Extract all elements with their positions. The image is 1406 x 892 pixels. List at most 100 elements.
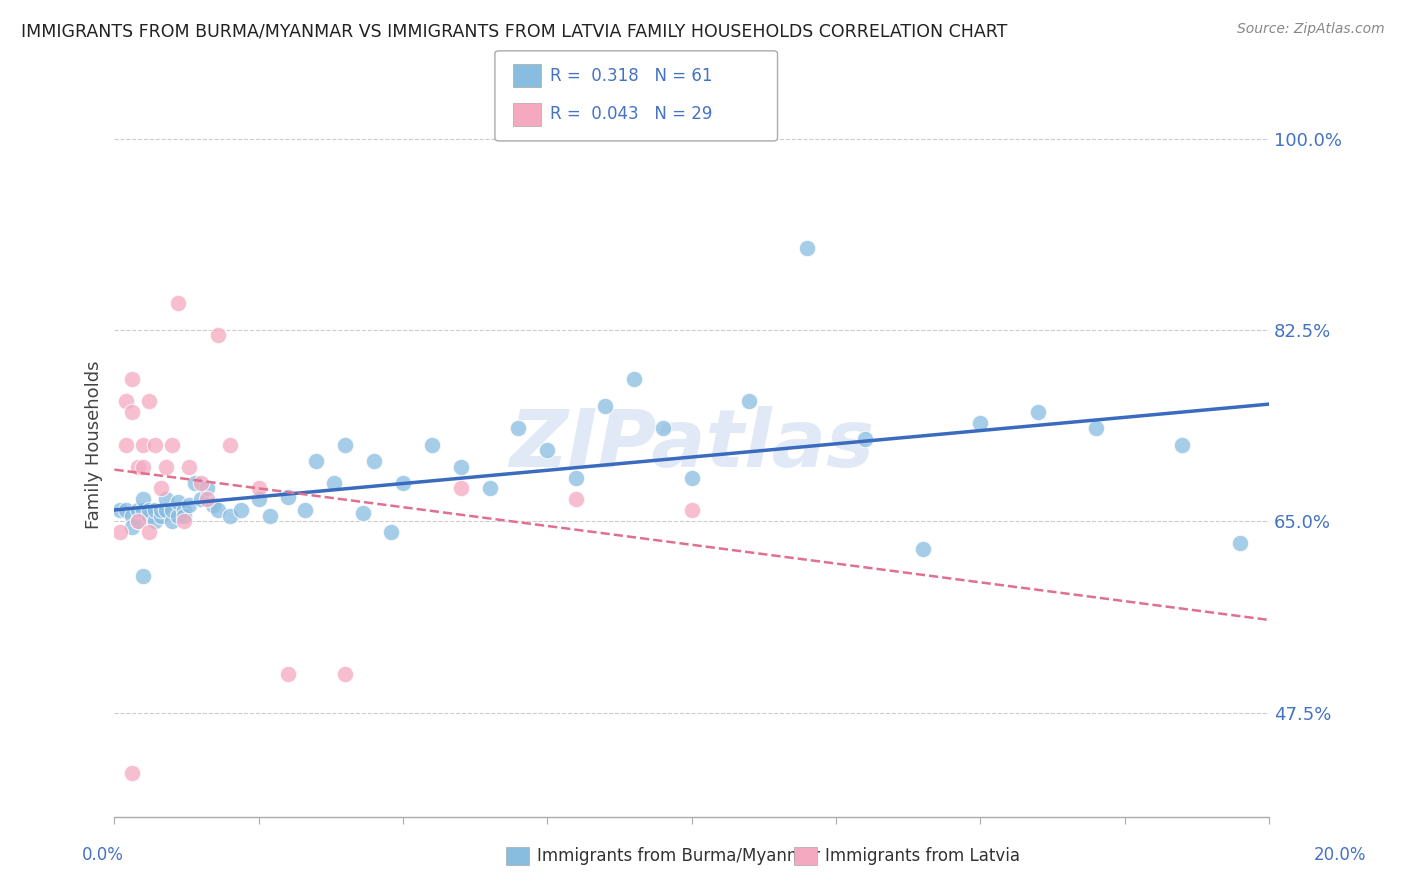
Point [155, 492, 177, 507]
Point [138, 503, 160, 517]
Point [536, 443, 558, 458]
Point [420, 438, 443, 452]
Point [121, 520, 143, 534]
Text: IMMIGRANTS FROM BURMA/MYANMAR VS IMMIGRANTS FROM LATVIA FAMILY HOUSEHOLDS CORREL: IMMIGRANTS FROM BURMA/MYANMAR VS IMMIGRA… [21, 22, 1008, 40]
Point [115, 394, 138, 409]
Point [132, 459, 155, 474]
Point [277, 667, 299, 681]
Point [450, 459, 472, 474]
Point [179, 498, 201, 512]
Point [335, 438, 357, 452]
Point [160, 438, 183, 452]
Point [167, 494, 190, 508]
Point [108, 503, 131, 517]
Point [1026, 405, 1049, 419]
Point [121, 372, 143, 386]
Point [738, 394, 761, 409]
Point [132, 492, 155, 507]
Point [132, 569, 155, 583]
Point [450, 482, 472, 496]
Point [259, 508, 281, 523]
Point [1171, 438, 1194, 452]
Point [143, 438, 166, 452]
Text: 20.0%: 20.0% [1313, 846, 1367, 863]
Point [969, 416, 991, 430]
Point [179, 459, 201, 474]
Point [565, 470, 588, 484]
Point [392, 476, 415, 491]
Point [294, 503, 316, 517]
Point [681, 503, 703, 517]
Text: Source: ZipAtlas.com: Source: ZipAtlas.com [1237, 22, 1385, 37]
Y-axis label: Family Households: Family Households [86, 360, 103, 529]
Point [322, 476, 344, 491]
Point [127, 514, 149, 528]
Point [173, 514, 195, 528]
Point [108, 525, 131, 540]
Text: R =  0.318   N = 61: R = 0.318 N = 61 [550, 67, 713, 85]
Point [508, 421, 530, 435]
Point [132, 503, 155, 517]
Point [853, 432, 876, 446]
Point [173, 508, 195, 523]
Text: Immigrants from Latvia: Immigrants from Latvia [825, 847, 1021, 865]
Text: ZIPatlas: ZIPatlas [509, 406, 875, 483]
Point [138, 525, 160, 540]
Point [478, 482, 501, 496]
Point [149, 508, 172, 523]
Point [167, 295, 190, 310]
Point [127, 514, 149, 528]
Point [115, 438, 138, 452]
Text: R =  0.043   N = 29: R = 0.043 N = 29 [550, 105, 711, 123]
Point [380, 525, 402, 540]
Point [363, 454, 385, 468]
Point [127, 503, 149, 517]
Point [623, 372, 645, 386]
Point [160, 503, 183, 517]
Text: 0.0%: 0.0% [82, 846, 124, 863]
Point [184, 476, 207, 491]
Point [121, 508, 143, 523]
Point [138, 394, 160, 409]
Point [155, 459, 177, 474]
Point [115, 503, 138, 517]
Point [207, 503, 229, 517]
Point [121, 405, 143, 419]
Point [190, 476, 212, 491]
Point [190, 492, 212, 507]
Point [167, 508, 190, 523]
Point [593, 400, 616, 414]
Point [352, 506, 374, 520]
Point [1229, 536, 1251, 550]
Point [247, 492, 270, 507]
Point [681, 470, 703, 484]
Point [218, 508, 240, 523]
Point [565, 492, 588, 507]
Point [796, 241, 818, 255]
Point [335, 667, 357, 681]
Point [143, 514, 166, 528]
Point [149, 482, 172, 496]
Point [247, 482, 270, 496]
Point [651, 421, 673, 435]
Point [155, 503, 177, 517]
Point [195, 492, 218, 507]
Point [305, 454, 328, 468]
Point [138, 508, 160, 523]
Point [173, 503, 195, 517]
Point [277, 490, 299, 504]
Point [149, 503, 172, 517]
Point [207, 328, 229, 343]
Point [1084, 421, 1107, 435]
Text: Immigrants from Burma/Myanmar: Immigrants from Burma/Myanmar [537, 847, 820, 865]
Point [231, 503, 253, 517]
Point [911, 541, 934, 556]
Point [195, 482, 218, 496]
Point [132, 438, 155, 452]
Point [127, 459, 149, 474]
Point [143, 503, 166, 517]
Point [160, 514, 183, 528]
Point [218, 438, 240, 452]
Point [121, 765, 143, 780]
Point [201, 498, 224, 512]
